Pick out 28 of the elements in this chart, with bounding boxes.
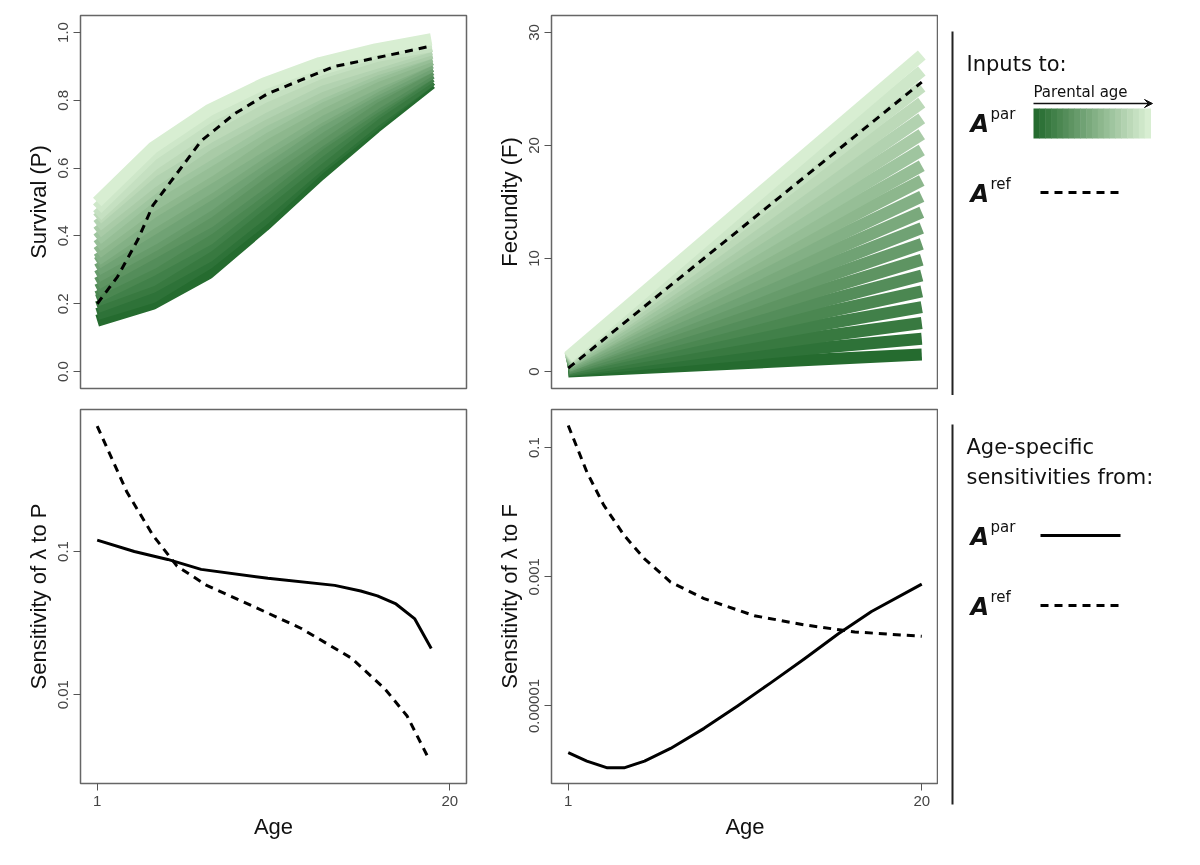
text: Parental age [1033,82,1128,101]
y-tick-label: 20 [525,137,543,154]
legend-title: Age-specific sensitivities from: [966,434,1154,489]
legend-title: Inputs to: [966,51,1067,76]
y-tick-label: 0.8 [54,89,72,111]
x-axis-title: Age [725,813,765,839]
x-tick-label: 20 [913,791,931,809]
y-tick-label: 0.01 [54,680,72,710]
y-tick-label: 30 [525,24,543,41]
y-tick-label: 0.0 [54,361,72,382]
y-tick-label: 0.00001 [525,678,543,734]
y-tick-label: 0.1 [525,437,543,459]
y-axis-title: Survival (P) [25,145,51,259]
y-tick-label: 1.0 [54,22,72,43]
y-axis-title: Sensitivity of λ to F [496,504,522,689]
x-axis-title: Age [253,813,294,839]
x-tick-label: 1 [564,791,573,809]
y-tick-label: 10 [525,250,543,267]
y-tick-label: 0.2 [54,293,72,315]
y-axis-title: Sensitivity of λ to P [25,503,51,690]
y-tick-label: 0.1 [54,541,72,562]
y-tick-label: 0.001 [525,558,543,596]
y-tick-label: 0.4 [54,225,72,247]
x-tick-label: 20 [441,791,459,809]
y-tick-label: 0.6 [54,157,72,179]
y-tick-label: 0 [525,367,543,376]
y-axis-title: Fecundity (F) [496,137,522,267]
x-tick-label: 1 [93,791,102,809]
